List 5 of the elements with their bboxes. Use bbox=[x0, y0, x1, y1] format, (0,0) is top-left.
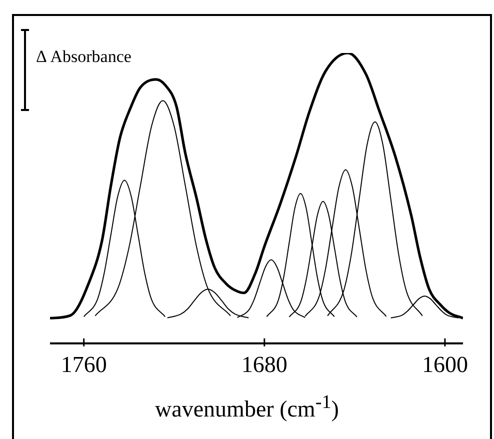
x-tick-label: 1680 bbox=[241, 352, 288, 378]
x-axis-title: wavenumber (cm$^{-1}$) bbox=[154, 392, 340, 423]
x-tick-label: 1600 bbox=[422, 352, 468, 378]
y-axis-title: Δ Absorbance bbox=[36, 47, 132, 67]
x-tick-label: 1760 bbox=[60, 352, 107, 378]
